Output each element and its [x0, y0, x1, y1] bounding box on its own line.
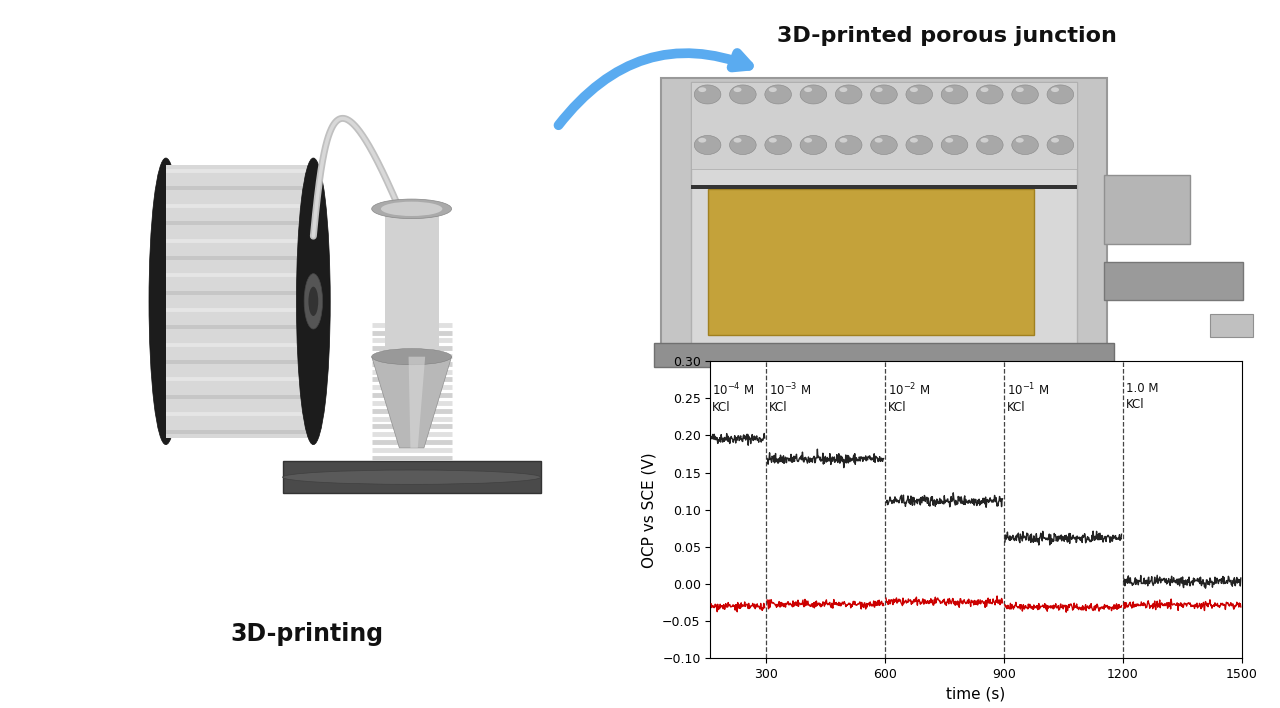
Ellipse shape — [941, 85, 968, 104]
Ellipse shape — [308, 287, 319, 316]
Ellipse shape — [874, 138, 883, 142]
Ellipse shape — [870, 135, 897, 154]
Ellipse shape — [371, 199, 452, 219]
Ellipse shape — [836, 135, 861, 154]
Ellipse shape — [804, 138, 812, 142]
Y-axis label: OCP vs SCE (V): OCP vs SCE (V) — [641, 452, 657, 568]
Ellipse shape — [910, 87, 918, 92]
FancyBboxPatch shape — [1103, 262, 1243, 299]
Ellipse shape — [1011, 135, 1038, 154]
FancyBboxPatch shape — [283, 461, 540, 493]
FancyBboxPatch shape — [1103, 175, 1190, 244]
Ellipse shape — [870, 85, 897, 104]
Ellipse shape — [874, 87, 883, 92]
Ellipse shape — [371, 348, 452, 365]
Text: 3D-printing: 3D-printing — [230, 622, 384, 646]
Text: $10^{-1}$ M
KCl: $10^{-1}$ M KCl — [1007, 382, 1050, 414]
Ellipse shape — [699, 138, 707, 142]
FancyBboxPatch shape — [384, 210, 439, 357]
Ellipse shape — [733, 87, 741, 92]
Ellipse shape — [765, 85, 791, 104]
Ellipse shape — [730, 135, 756, 154]
X-axis label: time (s): time (s) — [946, 687, 1006, 702]
Ellipse shape — [836, 85, 861, 104]
FancyBboxPatch shape — [691, 81, 1076, 353]
Ellipse shape — [800, 85, 827, 104]
Ellipse shape — [769, 138, 777, 142]
Ellipse shape — [283, 470, 540, 484]
Ellipse shape — [1051, 87, 1059, 92]
Ellipse shape — [769, 87, 777, 92]
Text: $10^{-2}$ M
KCl: $10^{-2}$ M KCl — [888, 382, 931, 414]
Ellipse shape — [840, 87, 847, 92]
Ellipse shape — [941, 135, 968, 154]
Ellipse shape — [297, 158, 330, 445]
Ellipse shape — [730, 85, 756, 104]
FancyBboxPatch shape — [691, 185, 1076, 188]
Ellipse shape — [1016, 87, 1024, 92]
Text: $10^{-3}$ M
KCl: $10^{-3}$ M KCl — [769, 382, 812, 414]
Ellipse shape — [906, 135, 933, 154]
Ellipse shape — [305, 273, 323, 329]
FancyBboxPatch shape — [166, 164, 314, 438]
Text: 1.0 M
KCl: 1.0 M KCl — [1126, 382, 1158, 411]
Ellipse shape — [840, 138, 847, 142]
Ellipse shape — [800, 135, 827, 154]
Ellipse shape — [977, 85, 1004, 104]
Ellipse shape — [694, 85, 721, 104]
Ellipse shape — [1016, 138, 1024, 142]
Text: $10^{-4}$ M
KCl: $10^{-4}$ M KCl — [712, 382, 754, 414]
Ellipse shape — [733, 138, 741, 142]
Ellipse shape — [804, 87, 812, 92]
Ellipse shape — [910, 138, 918, 142]
FancyBboxPatch shape — [654, 343, 1114, 367]
Ellipse shape — [945, 138, 954, 142]
Polygon shape — [371, 357, 452, 448]
Ellipse shape — [699, 87, 707, 92]
FancyBboxPatch shape — [691, 81, 1076, 169]
Ellipse shape — [977, 135, 1004, 154]
Ellipse shape — [906, 85, 933, 104]
Ellipse shape — [1047, 135, 1074, 154]
Polygon shape — [408, 357, 425, 448]
Ellipse shape — [980, 138, 988, 142]
Ellipse shape — [1051, 138, 1059, 142]
FancyBboxPatch shape — [1210, 314, 1253, 337]
Ellipse shape — [1011, 85, 1038, 104]
FancyBboxPatch shape — [708, 188, 1034, 336]
Text: 3D-printed porous junction: 3D-printed porous junction — [777, 26, 1117, 46]
Ellipse shape — [1047, 85, 1074, 104]
Ellipse shape — [381, 202, 443, 216]
FancyBboxPatch shape — [660, 78, 1107, 363]
Ellipse shape — [980, 87, 988, 92]
Ellipse shape — [945, 87, 954, 92]
Ellipse shape — [148, 158, 183, 445]
Text: Ag|AgCl|gel-KCl reference electrode: Ag|AgCl|gel-KCl reference electrode — [750, 383, 1144, 403]
Ellipse shape — [694, 135, 721, 154]
Ellipse shape — [765, 135, 791, 154]
